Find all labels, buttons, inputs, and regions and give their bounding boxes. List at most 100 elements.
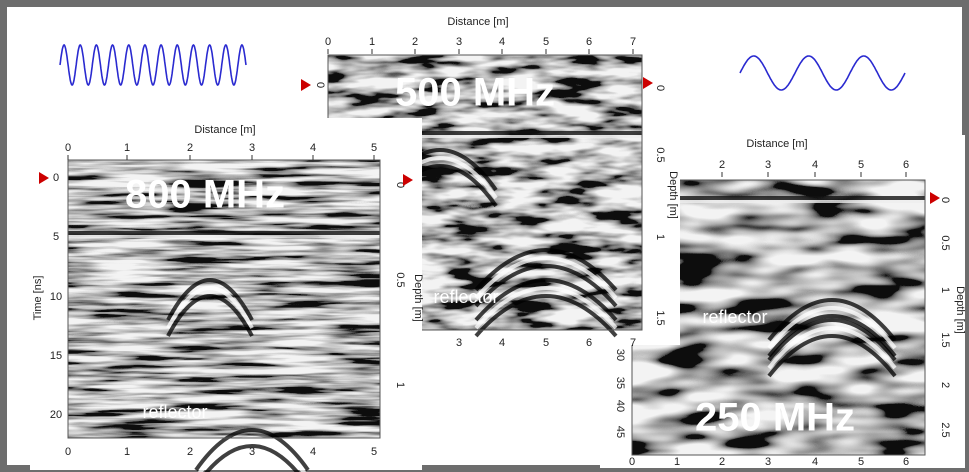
tick-label: 1 [674, 456, 680, 468]
tick-label: 5 [371, 446, 377, 458]
tick-label: 7 [630, 337, 636, 349]
reflector-label: reflector [702, 307, 767, 327]
tick-label: 5 [53, 231, 59, 243]
hyperbola [767, 318, 897, 362]
axis-title: Depth [m] [667, 171, 679, 219]
tick-label: 3 [456, 36, 462, 48]
tick-label: 0 [654, 85, 666, 91]
hyperbola [767, 298, 897, 342]
hyperbola [204, 444, 300, 472]
axis-title: Depth [m] [412, 274, 424, 322]
tick-label: 5 [543, 337, 549, 349]
tick-label: 10 [50, 291, 62, 303]
tick-label: 3 [249, 446, 255, 458]
tick-label: 0 [65, 446, 71, 458]
frequency-label: 800 MHz [125, 173, 285, 217]
tick-label: 4 [812, 159, 818, 171]
tick-label: 2 [412, 36, 418, 48]
hyperbola [474, 278, 618, 322]
tick-label: 6 [586, 36, 592, 48]
tick-label: 6 [903, 159, 909, 171]
hyperbola [474, 264, 618, 308]
tick-label: 7 [630, 36, 636, 48]
tick-label: 1 [654, 234, 666, 240]
tick-label: 2 [719, 456, 725, 468]
tick-label: 5 [858, 456, 864, 468]
frequency-label: 250 MHz [695, 396, 855, 440]
tick-label: 0 [65, 142, 71, 154]
tick-label: 3 [765, 456, 771, 468]
tick-label: 5 [371, 142, 377, 154]
hyperbola [767, 334, 897, 378]
reflector-label: reflector [142, 402, 207, 422]
hyperbola [767, 306, 897, 350]
axis-title: Time [ns] [32, 276, 44, 321]
tick-label: 0 [325, 36, 331, 48]
hyperbola [767, 326, 897, 370]
tick-label: 2 [187, 142, 193, 154]
tick-label: 20 [50, 409, 62, 421]
tick-label: 4 [812, 456, 818, 468]
surface-band [632, 196, 925, 200]
tick-label: 1.5 [654, 310, 666, 325]
surface-band [328, 131, 642, 135]
hyperbola [166, 286, 254, 329]
tick-label: 4 [310, 446, 316, 458]
wave-icon [59, 43, 247, 86]
tick-label: 4 [499, 337, 505, 349]
surface-band [632, 200, 925, 203]
surface-band [328, 135, 642, 138]
surface-marker [930, 192, 940, 204]
hyperbola [166, 278, 254, 321]
tick-label: 0.5 [654, 147, 666, 162]
tick-label: 0 [939, 197, 951, 203]
tick-label: 2 [939, 382, 951, 388]
surface-marker [643, 77, 653, 89]
surface-band [68, 235, 380, 238]
tick-label: 5 [858, 159, 864, 171]
tick-label: 3 [249, 142, 255, 154]
tick-label: 6 [903, 456, 909, 468]
tick-label: 4 [310, 142, 316, 154]
tick-label: 1 [939, 287, 951, 293]
axis-title: Distance [m] [746, 138, 807, 150]
tick-label: 1.5 [939, 332, 951, 347]
tick-label: 1 [369, 36, 375, 48]
surface-band [68, 231, 380, 235]
surface-marker [403, 174, 413, 186]
tick-label: 1 [124, 142, 130, 154]
hyperbola [474, 286, 618, 330]
tick-label: 0 [629, 456, 635, 468]
axis-title: Depth [m] [954, 286, 966, 334]
reflector-label: reflector [433, 287, 498, 307]
axis-title: Distance [m] [447, 16, 508, 28]
tick-label: 0.5 [394, 272, 406, 287]
frequency-label: 500 MHz [395, 71, 555, 115]
tick-label: 0 [53, 172, 59, 184]
radargram-frame [67, 159, 381, 439]
wave-icon [739, 55, 906, 91]
tick-label: 35 [614, 377, 626, 389]
tick-label: 3 [456, 337, 462, 349]
axis-title: Distance [m] [194, 124, 255, 136]
tick-label: 4 [499, 36, 505, 48]
tick-label: 40 [614, 400, 626, 412]
hyperbola [194, 428, 310, 472]
tick-label: 15 [50, 350, 62, 362]
hyperbola [166, 294, 254, 337]
tick-label: 6 [586, 337, 592, 349]
tick-label: 0 [394, 182, 406, 188]
tick-label: 1 [124, 446, 130, 458]
hyperbola [474, 294, 618, 338]
surface-marker [301, 79, 311, 91]
tick-label: 0 [314, 82, 326, 88]
tick-label: 5 [543, 36, 549, 48]
tick-label: 2 [719, 159, 725, 171]
surface-marker [39, 172, 49, 184]
tick-label: 45 [614, 426, 626, 438]
tick-label: 0.5 [939, 235, 951, 250]
hyperbola [474, 248, 618, 292]
tick-label: 1 [394, 382, 406, 388]
